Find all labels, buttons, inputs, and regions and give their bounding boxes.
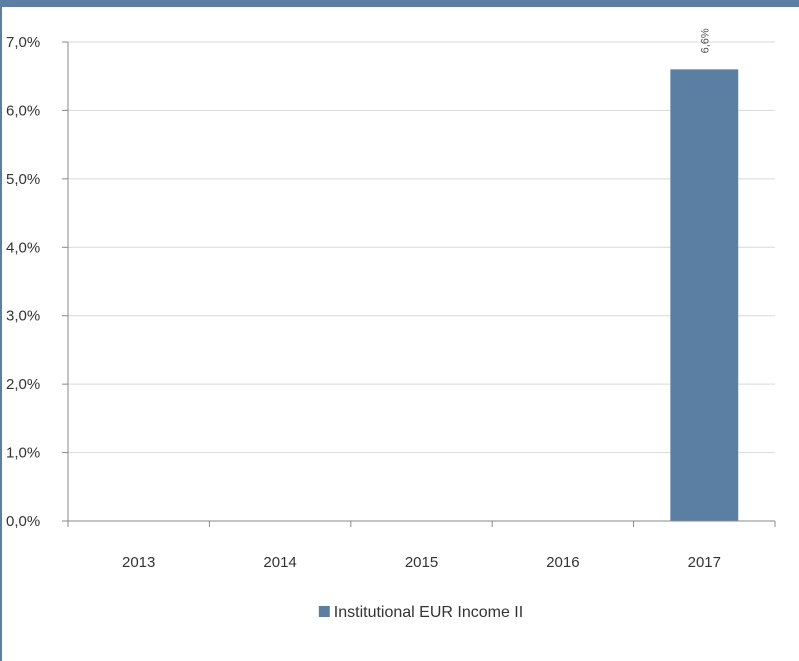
x-tick-label: 2016 (546, 554, 579, 571)
x-tick-label: 2013 (122, 554, 155, 571)
legend-swatch (318, 606, 330, 617)
grid-lines (68, 41, 775, 454)
y-tick-label: 4,0% (6, 239, 40, 256)
data-label-2017: 6,6% (699, 28, 711, 53)
x-tick-label: 2014 (263, 554, 296, 571)
bars (670, 69, 739, 521)
y-tick-label: 1,0% (6, 445, 40, 462)
y-tick-label: 7,0% (6, 34, 40, 51)
y-tick-label: 5,0% (6, 171, 40, 188)
x-tick-label: 2015 (405, 554, 438, 571)
legend-label: Institutional EUR Income II (334, 604, 523, 621)
y-tick-label: 0,0% (6, 513, 40, 530)
y-tick-label: 3,0% (6, 308, 40, 325)
x-tick-label: 2017 (688, 554, 721, 571)
legend: Institutional EUR Income II (318, 604, 523, 621)
axes (62, 41, 776, 527)
y-tick-label: 2,0% (6, 376, 40, 393)
bar-2017 (670, 69, 739, 521)
y-tick-label: 6,0% (6, 102, 40, 119)
labels: 0,0% 1,0% 2,0% 3,0% 4,0% 5,0% 6,0% 7,0% 2013 2014… (6, 28, 721, 571)
